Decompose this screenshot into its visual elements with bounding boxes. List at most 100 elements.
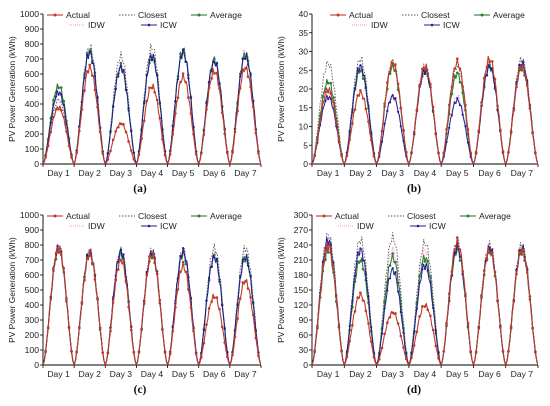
data-point-actual (43, 363, 45, 365)
data-point-actual (241, 281, 245, 284)
plot-area (43, 243, 261, 365)
data-point-actual (504, 162, 507, 164)
x-tick-label: Day 5 (172, 168, 195, 178)
data-point-icw (106, 152, 109, 155)
data-point-icw (413, 331, 416, 335)
x-tick-label: Day 1 (47, 369, 70, 379)
data-point-icw (244, 57, 247, 61)
y-tick-label: 300 (294, 210, 309, 220)
data-point-actual (111, 301, 115, 304)
data-point-icw (143, 102, 146, 105)
data-point-actual (122, 260, 125, 264)
x-tick-label: Day 2 (78, 369, 101, 379)
y-tick-label: 120 (294, 300, 309, 310)
data-point-actual (383, 102, 386, 105)
data-point-actual (96, 105, 99, 109)
data-point-icw (91, 62, 94, 65)
data-point-icw (223, 327, 226, 330)
data-point-actual (399, 106, 403, 110)
y-axis-label: PV Power Generation (kWh) (276, 237, 286, 343)
data-point-actual (148, 86, 151, 90)
data-point-icw (148, 59, 151, 62)
data-point-actual (179, 270, 182, 274)
data-point-actual (429, 82, 432, 86)
legend-label-actual: Actual (335, 211, 359, 221)
data-point-icw (252, 300, 255, 303)
data-point-actual (83, 278, 86, 282)
data-point-actual (148, 255, 151, 258)
data-point-actual (504, 363, 507, 365)
data-point-average (423, 260, 427, 263)
data-point-icw (119, 248, 122, 251)
data-point-average (326, 251, 330, 254)
data-point-icw (187, 77, 190, 80)
data-point-actual (202, 341, 206, 345)
data-point-actual (531, 131, 534, 134)
legend-label-average: Average (210, 10, 242, 20)
data-point-actual (491, 60, 494, 63)
data-point-actual (496, 300, 499, 303)
data-point-actual (129, 328, 133, 332)
data-point-actual (528, 295, 532, 298)
data-point-average (85, 52, 89, 55)
data-point-actual (150, 86, 154, 90)
x-tick-label: Day 5 (446, 168, 469, 178)
data-point-actual (364, 107, 368, 111)
data-point-actual (394, 63, 397, 66)
data-point-icw (93, 75, 96, 78)
x-tick-label: Day 1 (317, 369, 340, 379)
data-point-icw (394, 97, 397, 100)
data-point-actual (517, 250, 521, 254)
data-point-average (458, 80, 462, 84)
data-point-icw (86, 54, 89, 57)
chart-panel-1: 0 100 200 300 400 500 600 700 800 900 1000 Day 1 Day… (7, 9, 262, 195)
data-point-icw (356, 67, 359, 70)
data-point-actual (412, 344, 416, 347)
data-point-icw (386, 289, 389, 292)
data-point-actual (65, 130, 68, 133)
data-point-actual (431, 105, 435, 109)
data-point-icw (218, 278, 221, 281)
data-point-actual (215, 71, 219, 75)
data-point-average (391, 252, 395, 255)
data-point-icw (109, 131, 112, 134)
y-tick-label: 0 (303, 159, 308, 169)
y-tick-label: 800 (25, 240, 40, 250)
legend-marker-average (197, 13, 201, 17)
legend-marker-icw (147, 23, 151, 27)
data-point-icw (423, 267, 427, 270)
panel-label: (d) (407, 384, 421, 396)
legend-label-actual: Actual (66, 10, 90, 20)
data-point-actual (394, 312, 397, 315)
data-point-actual (324, 248, 327, 252)
x-tick-label: Day 7 (511, 168, 534, 178)
data-point-actual (132, 351, 136, 354)
data-point-average (394, 260, 397, 264)
legend-marker-icw (430, 23, 434, 27)
data-point-actual (153, 261, 156, 265)
data-point-icw (362, 259, 365, 262)
data-point-actual (367, 322, 370, 325)
data-point-actual (472, 162, 475, 164)
data-point-actual (168, 152, 172, 156)
data-point-actual (54, 251, 58, 255)
data-point-actual (171, 133, 175, 136)
data-point-average (329, 81, 333, 85)
plot-area (312, 232, 538, 365)
data-point-icw (464, 125, 467, 128)
data-point-icw (176, 78, 180, 81)
data-point-actual (407, 162, 411, 164)
data-point-actual (499, 128, 502, 131)
data-point-actual (200, 152, 203, 155)
legend-marker-average (480, 13, 484, 17)
x-tick-label: Day 5 (446, 369, 469, 379)
data-point-actual (372, 154, 376, 158)
data-point-icw (239, 276, 242, 279)
data-point-actual (364, 309, 368, 313)
data-point-actual (523, 259, 526, 262)
data-point-icw (402, 331, 405, 334)
data-point-actual (54, 108, 58, 111)
data-point-actual (49, 130, 53, 134)
data-point-actual (223, 341, 226, 344)
data-point-icw (418, 281, 421, 284)
